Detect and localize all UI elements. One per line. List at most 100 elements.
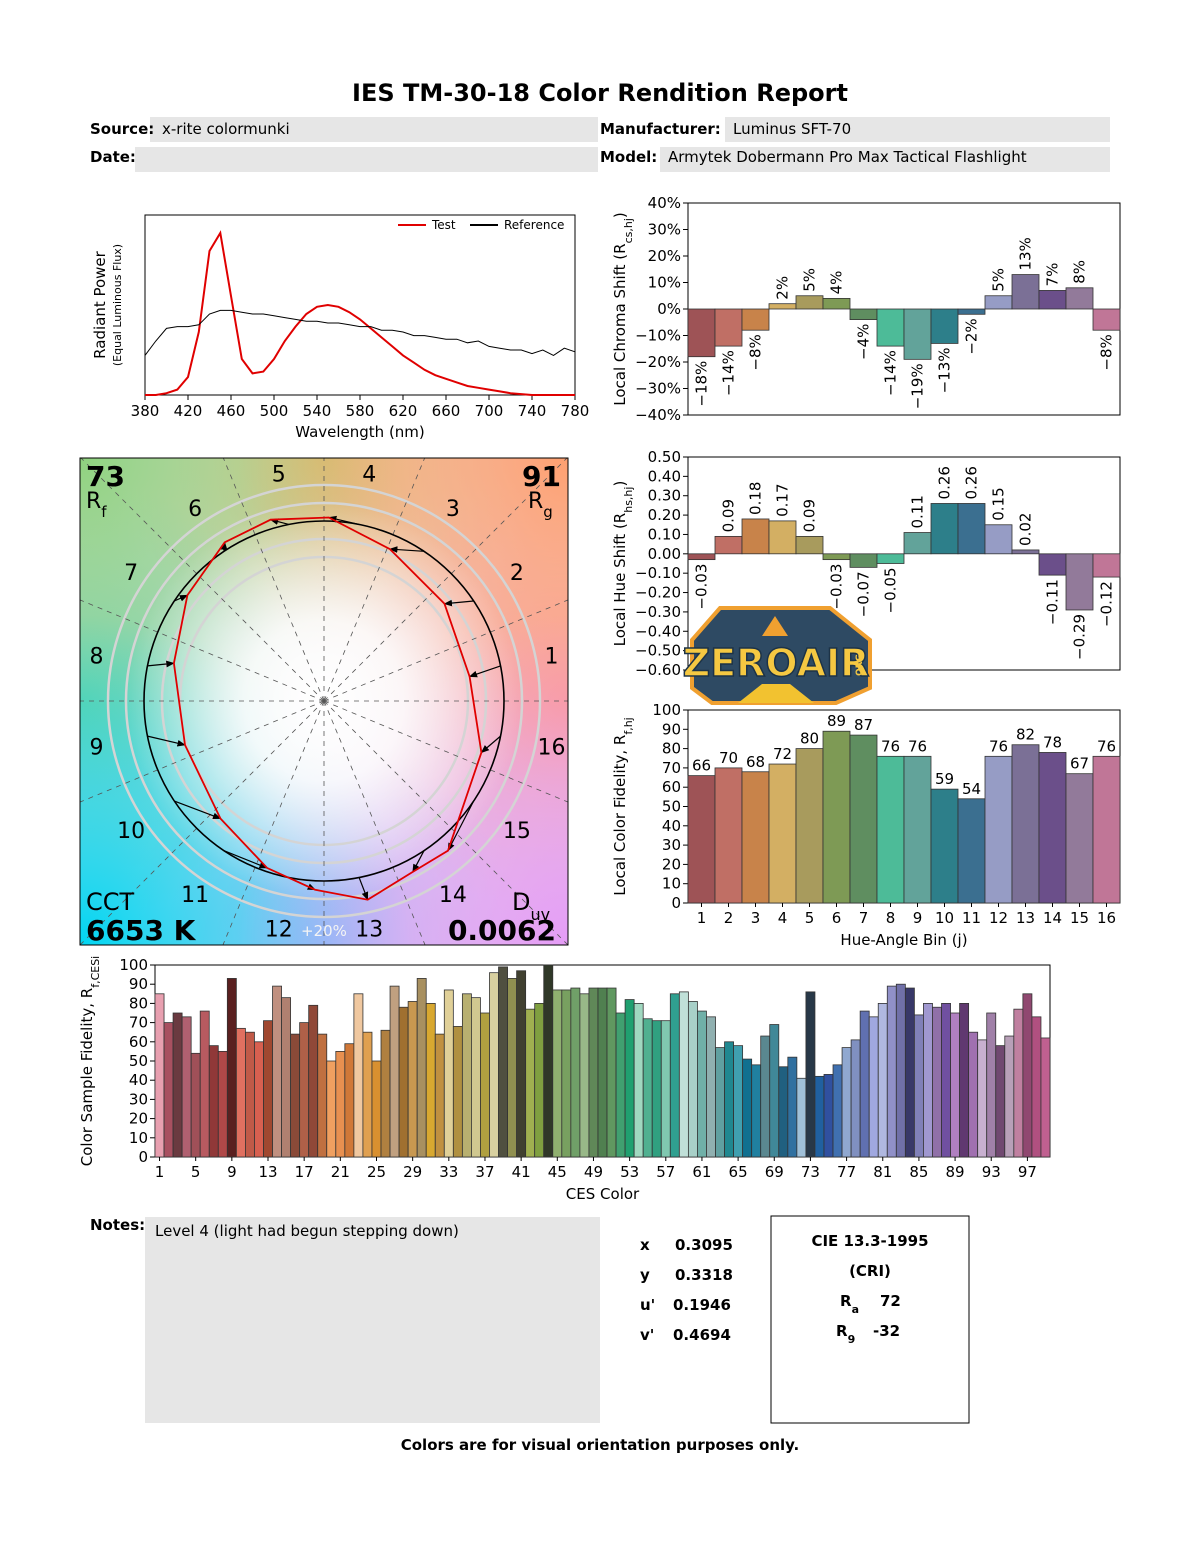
bar [687, 553, 716, 561]
y-tick-label: 0.30 [648, 487, 681, 505]
series-line [144, 309, 576, 356]
bin-label: 11 [181, 883, 209, 908]
x-tick-label: 41 [512, 1163, 531, 1181]
bar [172, 1012, 183, 1158]
shift-arrow [389, 546, 425, 553]
bar [353, 993, 364, 1158]
y-tick-label: 90 [129, 975, 148, 993]
x-tick-label: 53 [620, 1163, 639, 1181]
x-tick-label: 29 [403, 1163, 422, 1181]
x-tick-label: 5 [805, 909, 815, 927]
bin-label: 9 [89, 735, 103, 760]
bar [849, 308, 878, 321]
value-label: −2% [963, 318, 981, 354]
value-label: 72 [773, 745, 792, 763]
x-tick-label: 45 [548, 1163, 567, 1181]
bar [714, 308, 743, 347]
notes-label: Notes: [90, 1216, 145, 1234]
cri-label-main: R [840, 1292, 852, 1310]
bar [254, 1041, 264, 1158]
y-tick-label: 100 [119, 956, 148, 974]
bin-label: 8 [89, 645, 103, 670]
x-tick-label: 73 [801, 1163, 820, 1181]
bar [823, 1074, 834, 1158]
bar [895, 983, 906, 1158]
value-label: 4% [828, 271, 846, 295]
logo: ZEROAIR ORG [682, 606, 872, 705]
bar [1065, 773, 1094, 904]
bin-label: 14 [439, 883, 467, 908]
bar [932, 1006, 942, 1158]
cri-box [770, 1215, 970, 1424]
bar [923, 1003, 933, 1158]
bar [741, 518, 770, 555]
chroma-value: 0.4694 [673, 1326, 731, 1344]
bar [398, 1006, 409, 1158]
footer: Colors are for visual orientation purpos… [401, 1436, 800, 1454]
bar [822, 553, 851, 561]
bin-label: 13 [355, 918, 383, 943]
bar [768, 520, 797, 555]
bin-divider [80, 599, 325, 702]
test-polygon [172, 516, 483, 901]
x-tick-label: 11 [962, 909, 981, 927]
y-axis-label-part: cs,hj [622, 218, 635, 243]
bar [660, 1020, 671, 1158]
duv-label-part: D [512, 888, 530, 916]
y-tick-label: 20 [129, 1110, 148, 1128]
x-tick-label: 89 [946, 1163, 965, 1181]
x-tick-label: 2 [724, 909, 734, 927]
bar [957, 503, 986, 555]
y-tick-label: 0 [671, 894, 681, 912]
field-value: Luminus SFT-70 [733, 120, 851, 138]
bar [516, 970, 527, 1158]
bar [769, 1024, 780, 1158]
x-tick-label: 15 [1070, 909, 1089, 927]
bar [957, 308, 986, 315]
value-label: 66 [692, 757, 711, 775]
x-axis-label: Hue-Angle Bin (j) [840, 931, 967, 949]
y-axis-label: Radiant Power [91, 250, 109, 359]
bar [950, 1012, 960, 1158]
bar [903, 308, 932, 360]
value-label: 0.26 [963, 466, 981, 499]
bar [768, 763, 797, 904]
y-tick-label: 30 [129, 1090, 148, 1108]
bar [480, 1012, 490, 1158]
cri-subtitle: (CRI) [849, 1262, 891, 1280]
bar [1065, 287, 1094, 310]
bar [832, 1064, 843, 1158]
bar [822, 297, 851, 310]
bar [1011, 274, 1040, 310]
x-tick-label: 81 [873, 1163, 892, 1181]
y-axis-label-part: ) [611, 481, 629, 487]
bar [299, 1022, 310, 1158]
bar [1092, 755, 1121, 904]
bar [977, 1039, 988, 1158]
y-tick-label: 50 [129, 1052, 148, 1070]
x-tick-label: 57 [656, 1163, 675, 1181]
value-label: 78 [1043, 733, 1062, 751]
y-axis-label-part: f,hj [622, 717, 635, 734]
bar [795, 535, 824, 555]
value-label: 76 [989, 737, 1008, 755]
shift-arrow [358, 877, 369, 901]
value-label: −8% [1098, 334, 1116, 370]
rg-label-part: R [528, 489, 543, 514]
x-tick-label: 580 [346, 402, 375, 420]
bin-label: 10 [117, 819, 145, 844]
legend-label: Test [431, 218, 456, 232]
y-tick-label: 20 [662, 855, 681, 873]
x-tick-label: 13 [1016, 909, 1035, 927]
y-tick-label: 60 [129, 1033, 148, 1051]
x-tick-label: 6 [832, 909, 842, 927]
field-value: Armytek Dobermann Pro Max Tactical Flash… [668, 148, 1027, 166]
bar [452, 1026, 463, 1158]
bar [633, 1003, 644, 1158]
field-box [150, 117, 598, 142]
value-label: −0.07 [855, 571, 873, 617]
bar [217, 1051, 228, 1158]
y-tick-label: 40% [648, 194, 681, 212]
y-tick-label: 40 [662, 817, 681, 835]
x-tick-label: 9 [227, 1163, 237, 1181]
